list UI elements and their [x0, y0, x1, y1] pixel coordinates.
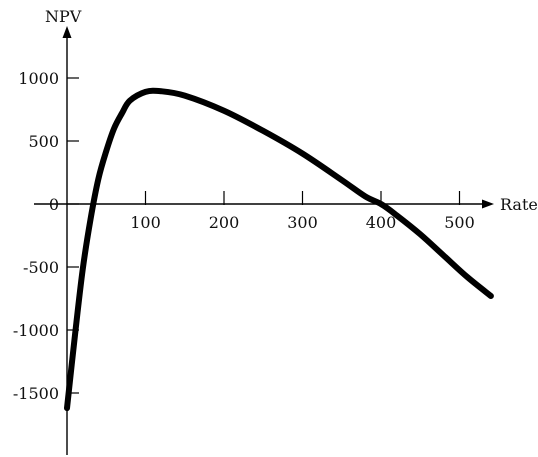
x-axis-label: Rate [500, 195, 538, 214]
y-tick-label: -1000 [13, 321, 59, 340]
y-tick-label: -1500 [13, 384, 59, 403]
x-axis-arrow-icon [482, 199, 494, 209]
x-tick-label: 400 [366, 213, 397, 232]
x-tick-label: 200 [209, 213, 240, 232]
y-tick-label: 0 [49, 195, 59, 214]
x-ticks: 100 200 300 400 500 [130, 191, 475, 232]
y-tick-label: -500 [23, 258, 59, 277]
x-tick-label: 100 [130, 213, 161, 232]
npv-curve [64, 87, 494, 412]
y-axis-arrow-icon [62, 26, 72, 38]
x-tick-label: 500 [444, 213, 475, 232]
y-ticks: 1000 500 0 -500 -1000 -1500 [13, 69, 79, 403]
x-axis: Rate [34, 195, 538, 214]
y-axis-label: NPV [45, 7, 82, 26]
y-tick-label: 500 [28, 132, 59, 151]
x-tick-label: 300 [287, 213, 318, 232]
y-tick-label: 1000 [18, 69, 59, 88]
series-layer [64, 87, 494, 412]
